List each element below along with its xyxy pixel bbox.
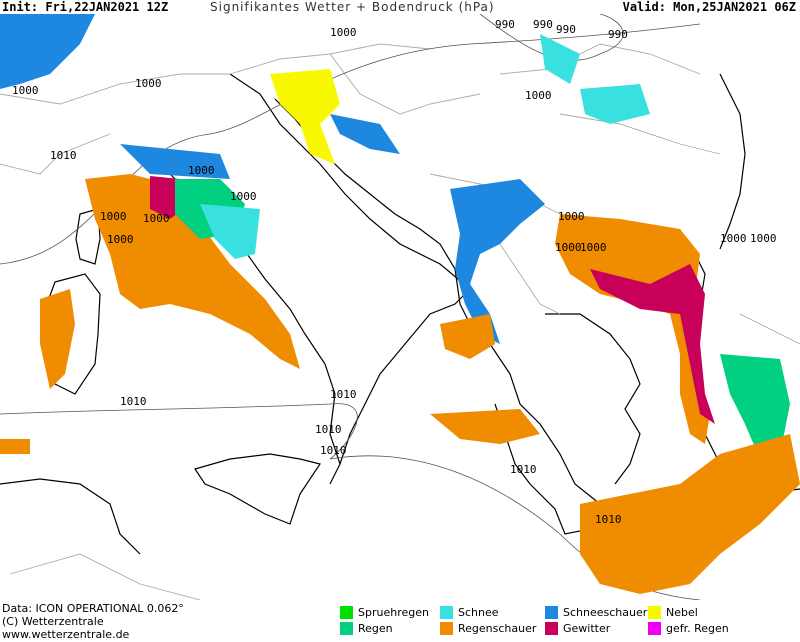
legend-swatch: [648, 606, 661, 619]
isobar-label: 1010: [50, 149, 77, 162]
map-title: Signifikantes Wetter + Bodendruck (hPa): [210, 0, 495, 14]
thunderstorm-area-aegean: [590, 264, 715, 424]
rain-shower-area-ionian: [440, 314, 495, 359]
legend-item: Spruehregen: [340, 606, 429, 619]
data-source: Data: ICON OPERATIONAL 0.062°: [2, 602, 184, 615]
isobar-label: 1000: [330, 26, 357, 39]
isobar-label: 1010: [120, 395, 147, 408]
snow-area-romania: [580, 84, 650, 124]
isobar-label: 1000: [135, 77, 162, 90]
isobar-label: 1000: [580, 241, 607, 254]
isobar-label: 1000: [750, 232, 777, 245]
legend-label: gefr. Regen: [666, 622, 729, 635]
snow-shower-area-balkans: [450, 179, 545, 344]
isobar-label: 1010: [320, 444, 347, 457]
isobar-label: 1000: [558, 210, 585, 223]
map-canvas: 1000 1010 1000 1000 1000 1000 1000 1000 …: [0, 14, 800, 600]
legend-label: Spruehregen: [358, 606, 429, 619]
init-time: Init: Fri,22JAN2021 12Z: [2, 0, 169, 14]
isobar-label: 1000: [720, 232, 747, 245]
legend-item: Regenschauer: [440, 622, 536, 635]
website-link[interactable]: www.wetterzentrale.de: [2, 628, 130, 641]
rain-shower-area-crete: [580, 434, 800, 594]
legend-item: gefr. Regen: [648, 622, 729, 635]
fog-area: [270, 69, 340, 164]
isobar-label: 1010: [510, 463, 537, 476]
legend-swatch: [440, 622, 453, 635]
isobar-label: 1000: [107, 233, 134, 246]
legend-label: Regen: [358, 622, 393, 635]
legend-item: Gewitter: [545, 622, 610, 635]
rain-shower-area-africa: [0, 439, 30, 454]
snow-shower-area-croatia: [330, 114, 400, 154]
legend-label: Schneeschauer: [563, 606, 648, 619]
legend-label: Gewitter: [563, 622, 611, 635]
snow-area-alps: [200, 204, 260, 259]
isobar-label: 1000: [12, 84, 39, 97]
legend-item: Nebel: [648, 606, 698, 619]
legend-label: Nebel: [666, 606, 698, 619]
legend-label: Schnee: [458, 606, 499, 619]
rain-shower-area-greece: [430, 409, 540, 444]
rain-shower-area-sardinia: [40, 289, 75, 389]
isobar-label: 990: [495, 18, 515, 31]
isobar-label: 990: [608, 28, 628, 41]
legend-swatch: [340, 622, 353, 635]
snow-shower-area-alps: [120, 144, 230, 179]
valid-time: Valid: Mon,25JAN2021 06Z: [622, 0, 796, 14]
precipitation-areas: [0, 14, 800, 594]
isobar-label: 1010: [330, 388, 357, 401]
legend-item: Schneeschauer: [545, 606, 647, 619]
isobar-label: 1000: [100, 210, 127, 223]
isobar-label: 1010: [315, 423, 342, 436]
legend-swatch: [440, 606, 453, 619]
legend-swatch: [545, 606, 558, 619]
isobar-label: 990: [533, 18, 553, 31]
isobar-label: 1000: [555, 241, 582, 254]
isobar-label: 990: [556, 23, 576, 36]
isobar-label: 1010: [595, 513, 622, 526]
rain-area-turkey: [720, 354, 790, 459]
legend-item: Schnee: [440, 606, 499, 619]
legend-swatch: [648, 622, 661, 635]
rain-shower-area-italy: [85, 174, 300, 369]
isobar-label: 1000: [143, 212, 170, 225]
legend-swatch: [340, 606, 353, 619]
legend-label: Regenschauer: [458, 622, 537, 635]
isobar-label: 1000: [230, 190, 257, 203]
snow-shower-area: [0, 14, 95, 89]
map-footer: Data: ICON OPERATIONAL 0.062° (C) Wetter…: [0, 600, 800, 642]
isobar-labels: 1000 1010 1000 1000 1000 1000 1000 1000 …: [12, 18, 777, 526]
copyright: (C) Wetterzentrale: [2, 615, 104, 628]
isobar-label: 1000: [525, 89, 552, 102]
legend-item: Regen: [340, 622, 393, 635]
legend-swatch: [545, 622, 558, 635]
map-header: Init: Fri,22JAN2021 12Z Signifikantes We…: [0, 0, 800, 14]
isobar-label: 1000: [188, 164, 215, 177]
snow-area-ne: [540, 34, 580, 84]
weather-map: 1000 1010 1000 1000 1000 1000 1000 1000 …: [0, 14, 800, 600]
